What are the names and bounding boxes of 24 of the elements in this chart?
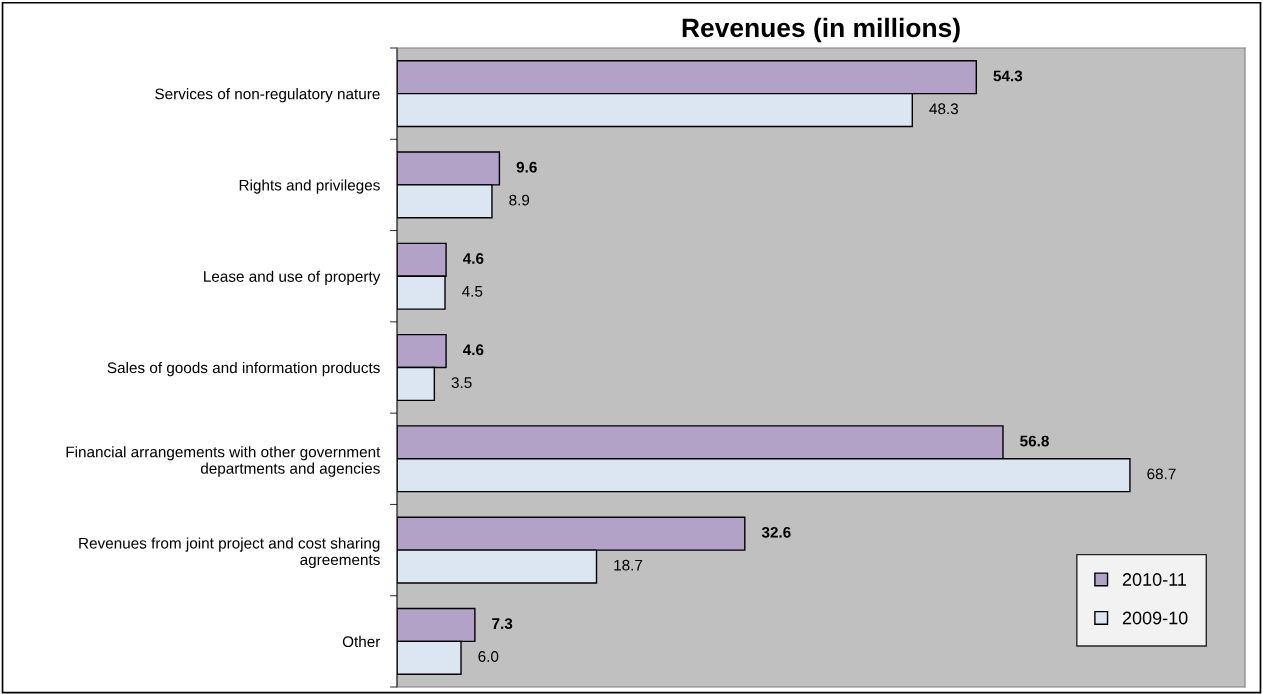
legend-label: 2009-10 bbox=[1122, 611, 1188, 625]
data-label: 18.7 bbox=[614, 559, 643, 571]
data-label: 54.3 bbox=[993, 70, 1023, 82]
data-label: 3.5 bbox=[451, 377, 472, 389]
y-tick-label: Other bbox=[342, 635, 381, 648]
data-label: 4.6 bbox=[462, 344, 484, 356]
y-tick-label: Lease and use of property bbox=[204, 270, 381, 285]
y-tick-label: Sales of goods and information products bbox=[107, 361, 380, 377]
data-label: 9.6 bbox=[516, 161, 537, 173]
data-label: 4.6 bbox=[462, 253, 484, 264]
data-label: 6.0 bbox=[478, 651, 499, 662]
data-label: 48.3 bbox=[929, 103, 959, 115]
data-label: 56.8 bbox=[1020, 435, 1049, 447]
y-tick-label: Revenues from joint project and cost sharing agreements bbox=[79, 537, 380, 569]
data-label: 32.6 bbox=[761, 526, 791, 538]
chart-title: Revenues (in millions) bbox=[682, 17, 960, 43]
data-label: 4.5 bbox=[462, 286, 483, 297]
y-tick-label: Rights and privileges bbox=[239, 179, 380, 194]
data-label: 68.7 bbox=[1147, 468, 1176, 480]
data-label: 8.9 bbox=[509, 194, 530, 206]
data-label: 7.3 bbox=[492, 618, 513, 630]
y-tick-label: Services of non-regulatory nature bbox=[155, 88, 380, 103]
y-tick-label: Financial arrangements with other government departments and agencies bbox=[66, 446, 381, 477]
legend-label: 2010-11 bbox=[1122, 573, 1187, 586]
